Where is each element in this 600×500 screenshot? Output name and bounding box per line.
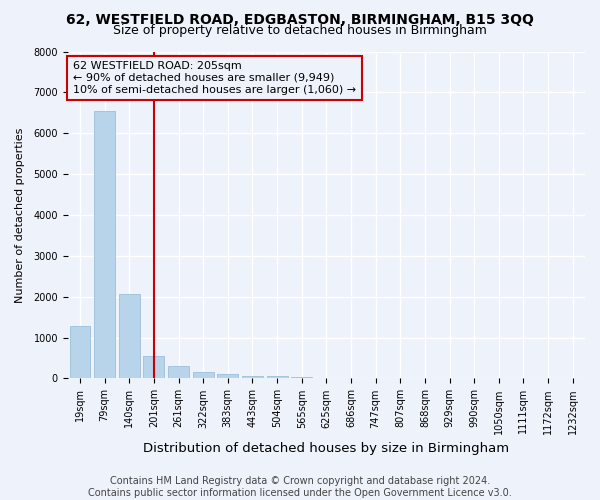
Bar: [266, 376, 287, 378]
Text: 62, WESTFIELD ROAD, EDGBASTON, BIRMINGHAM, B15 3QQ: 62, WESTFIELD ROAD, EDGBASTON, BIRMINGHA…: [66, 12, 534, 26]
Bar: [217, 374, 238, 378]
Bar: [94, 111, 115, 378]
Bar: [291, 377, 312, 378]
Y-axis label: Number of detached properties: Number of detached properties: [15, 128, 25, 302]
Bar: [242, 376, 263, 378]
Bar: [168, 366, 189, 378]
Bar: [119, 294, 140, 378]
Bar: [143, 356, 164, 378]
Bar: [193, 372, 214, 378]
Text: 62 WESTFIELD ROAD: 205sqm
← 90% of detached houses are smaller (9,949)
10% of se: 62 WESTFIELD ROAD: 205sqm ← 90% of detac…: [73, 62, 356, 94]
Text: Size of property relative to detached houses in Birmingham: Size of property relative to detached ho…: [113, 24, 487, 37]
Text: Contains HM Land Registry data © Crown copyright and database right 2024.
Contai: Contains HM Land Registry data © Crown c…: [88, 476, 512, 498]
Bar: [70, 326, 91, 378]
X-axis label: Distribution of detached houses by size in Birmingham: Distribution of detached houses by size …: [143, 442, 509, 455]
